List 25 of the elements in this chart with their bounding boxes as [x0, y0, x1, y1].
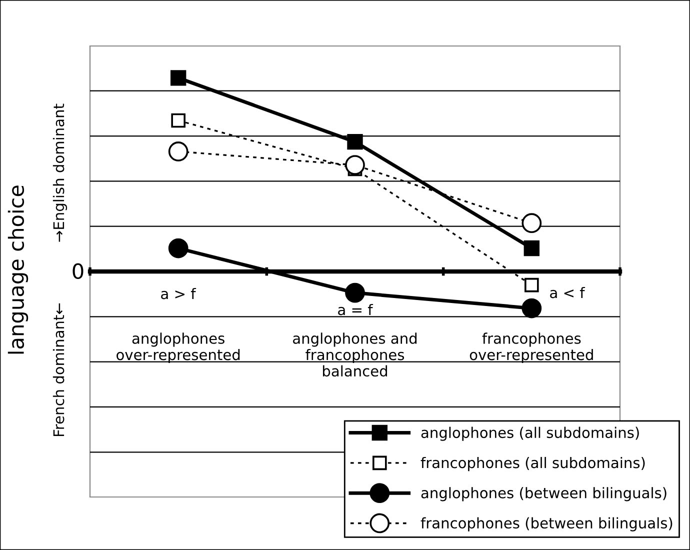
point [345, 282, 365, 303]
point [170, 70, 186, 86]
text: →English dominant [52, 104, 68, 242]
point [168, 238, 188, 258]
legend-label: anglophones (between bilinguals) [421, 487, 666, 502]
legend-label: anglophones (all subdomains) [421, 426, 639, 441]
point [524, 240, 540, 256]
text: 0 [72, 263, 84, 280]
point [345, 155, 365, 175]
annotation: a = f [338, 304, 374, 316]
x-tick-label: francophones over-represented [470, 332, 593, 364]
legend-label: francophones (between bilinguals) [420, 517, 672, 532]
point [522, 298, 542, 318]
point [171, 113, 186, 128]
text: French dominant← [52, 303, 64, 436]
legend-label: francophones (all subdomains) [420, 456, 645, 472]
x-tick-label: anglophones and francophones balanced [293, 332, 417, 377]
annotation: a > f [161, 288, 196, 300]
point [524, 278, 539, 292]
point [168, 142, 188, 162]
y-axis-title: language choice [8, 186, 28, 354]
x-tick-label: anglophones over-represented [116, 332, 240, 364]
point [347, 134, 363, 150]
annotation: a < f [550, 286, 586, 298]
point [522, 213, 542, 234]
